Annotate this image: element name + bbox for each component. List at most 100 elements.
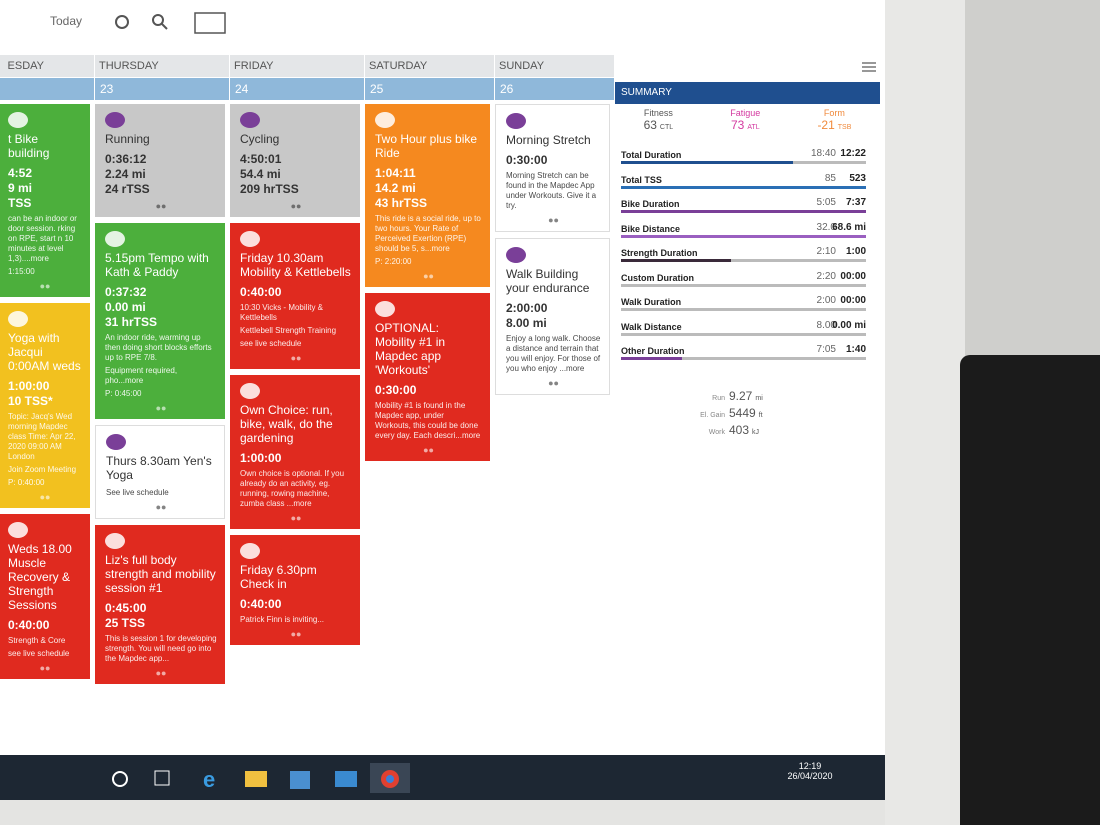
workout-note: P: 2:20:00 — [375, 257, 412, 266]
row-bar-fill — [621, 161, 793, 164]
refresh-icon[interactable] — [115, 15, 129, 29]
workout-note: Enjoy a long walk. Choose a distance and… — [506, 334, 601, 373]
menu-icon[interactable] — [860, 60, 880, 74]
clock-date: 26/04/2020 — [787, 771, 833, 781]
workout-icon — [506, 247, 526, 263]
row-bar-fill — [621, 234, 866, 238]
fitness-value: -21 — [817, 118, 835, 132]
day-name: FRIDAY — [230, 55, 365, 77]
row-completed: 68.6 mi — [832, 221, 866, 233]
workout-card[interactable]: Two Hour plus bike Ride 1:04:11 14.2 mi 43 … — [365, 104, 490, 287]
workout-icon — [240, 231, 260, 247]
search-icon[interactable] — [152, 14, 164, 26]
workout-card[interactable]: Cycling 4:50:01 54.4 mi 209 hrTSS ●● — [230, 104, 360, 217]
workout-note: Topic: Jacq's Wed morning Mapdec class T… — [8, 412, 76, 461]
clock[interactable]: 12:19 26/04/2020 — [780, 761, 840, 781]
row-bar — [621, 210, 866, 213]
comments-icon: ●● — [39, 492, 51, 502]
workout-icon — [8, 522, 28, 538]
workout-note: This ride is a social ride, up to two ho… — [375, 214, 481, 253]
workout-title: Running — [105, 132, 150, 146]
summary-row: Strength Duration 2:10 1:00 — [615, 242, 880, 267]
row-planned: 2:00 — [816, 295, 836, 306]
workout-note: Mobility #1 is found in the Mapdec app, … — [375, 401, 481, 440]
workout-card[interactable]: Own Choice: run, bike, walk, do the gard… — [230, 375, 360, 529]
fitness-value-line: 63 CTL — [644, 118, 674, 132]
fitness-unit: TSB — [837, 124, 852, 131]
row-completed: 00:00 — [840, 295, 866, 306]
summary-panel: SUMMARY Fitness 63 CTL Fatigue 73 ATL Form -21 T… — [615, 82, 880, 602]
workout-stat: 209 hrTSS — [240, 182, 299, 196]
workout-title: Cycling — [240, 132, 280, 146]
workout-card[interactable]: Friday 6.30pm Check in 0:40:00 Patrick Fin… — [230, 535, 360, 645]
day-column: Two Hour plus bike Ride 1:04:11 14.2 mi 43 … — [365, 104, 490, 461]
row-name: Bike Duration — [621, 199, 680, 209]
day-name: THURSDAY — [95, 55, 230, 77]
workout-note: see live schedule — [8, 649, 70, 658]
row-bar-fill — [621, 259, 732, 262]
row-name: Strength Duration — [621, 248, 698, 258]
total-row: Run 9.27 mi — [675, 389, 880, 403]
workout-title: Walk Building your endurance — [506, 267, 590, 295]
workout-card[interactable]: Liz's full body strength and mobility se… — [95, 525, 225, 684]
workout-stat: 8.00 mi — [506, 316, 547, 330]
workout-stat: 54.4 mi — [240, 167, 281, 181]
workout-card[interactable]: Running 0:36:12 2.24 mi 24 rTSS ●● — [95, 104, 225, 217]
day-date: 26 — [495, 78, 615, 100]
workout-title: Weds 18.00 Muscle Recovery & Strength Se… — [8, 542, 72, 612]
workout-note: Join Zoom Meeting — [8, 465, 77, 474]
comments-icon: ●● — [290, 353, 302, 363]
screen: Today ESDAY THURSDAY 23 FRIDAY 24 SATURDAY 25 S… — [0, 0, 885, 755]
taskbar-icons: e — [112, 763, 410, 793]
workout-stat: 0.00 mi — [105, 300, 146, 314]
workout-title: Liz's full body strength and mobility se… — [105, 553, 216, 595]
fitness-label: Fitness — [643, 108, 673, 118]
row-name: Custom Duration — [621, 272, 694, 283]
comments-icon: ●● — [290, 629, 302, 639]
workout-icon — [8, 311, 28, 327]
row-planned: 8.00 — [816, 319, 836, 331]
comments-icon: ●● — [548, 378, 559, 388]
row-bar — [621, 185, 866, 189]
workout-card[interactable]: 5.15pm Tempo with Kath & Paddy 0:37:32 0.0… — [95, 223, 225, 419]
total-unit: kJ — [752, 428, 760, 436]
workout-card[interactable]: Yoga with Jacqui 0:00AM weds 1:00:00 10 TS… — [0, 303, 90, 508]
summary-row: Custom Duration 2:20 00:00 — [615, 267, 880, 292]
workout-icon — [240, 543, 260, 559]
workout-title: Thurs 8.30am Yen's Yoga — [106, 454, 212, 482]
workout-icon — [240, 383, 260, 399]
monitor-bezel — [885, 0, 965, 825]
day-column: Morning Stretch 0:30:00 Morning Stretch ca… — [495, 104, 610, 395]
workout-card[interactable]: t Bike building 4:52 9 mi TSS can be an indo… — [0, 104, 90, 297]
workout-stat: 24 rTSS — [105, 182, 150, 196]
row-name: Walk Duration — [621, 297, 682, 307]
workout-stat: 4:52 — [8, 166, 33, 180]
row-bar — [621, 259, 866, 262]
workout-stat: 43 hrTSS — [375, 196, 428, 210]
calendar-icon[interactable] — [194, 12, 226, 34]
workout-card[interactable]: Walk Building your endurance 2:00:00 8.00 … — [495, 238, 610, 395]
workout-stat: 0:40:00 — [8, 618, 50, 632]
comments-icon: ●● — [155, 502, 167, 512]
row-completed: 1:40 — [845, 344, 866, 355]
workout-card[interactable]: Friday 10.30am Mobility & Kettlebells 0:4… — [230, 223, 360, 369]
row-name: Other Duration — [621, 346, 685, 356]
fitness-unit: CTL — [659, 124, 674, 131]
workout-card[interactable]: Weds 18.00 Muscle Recovery & Strength Se… — [0, 514, 90, 679]
workout-card[interactable]: OPTIONAL: Mobility #1 in Mapdec app 'Wor… — [365, 293, 490, 461]
monitor-bezel-bottom — [0, 800, 885, 825]
total-label: Work — [708, 428, 725, 436]
workout-icon — [105, 112, 125, 128]
total-unit: mi — [755, 394, 763, 402]
workout-stat: 10 TSS* — [8, 394, 53, 408]
summary-row: Bike Distance 32.0 68.6 mi — [615, 218, 880, 243]
today-button[interactable]: Today — [50, 14, 83, 28]
workout-note: can be an indoor or door session. rking … — [8, 214, 77, 263]
workout-stat: 2.24 mi — [105, 167, 146, 181]
row-completed: 1:00 — [845, 246, 866, 257]
workout-note: An indoor ride, warming up then doing sh… — [105, 333, 212, 362]
workout-card[interactable]: Thurs 8.30am Yen's Yoga See live schedule… — [95, 425, 225, 519]
comments-icon: ●● — [423, 445, 434, 455]
workout-card[interactable]: Morning Stretch 0:30:00 Morning Stretch ca… — [495, 104, 610, 232]
row-bar — [621, 332, 866, 336]
